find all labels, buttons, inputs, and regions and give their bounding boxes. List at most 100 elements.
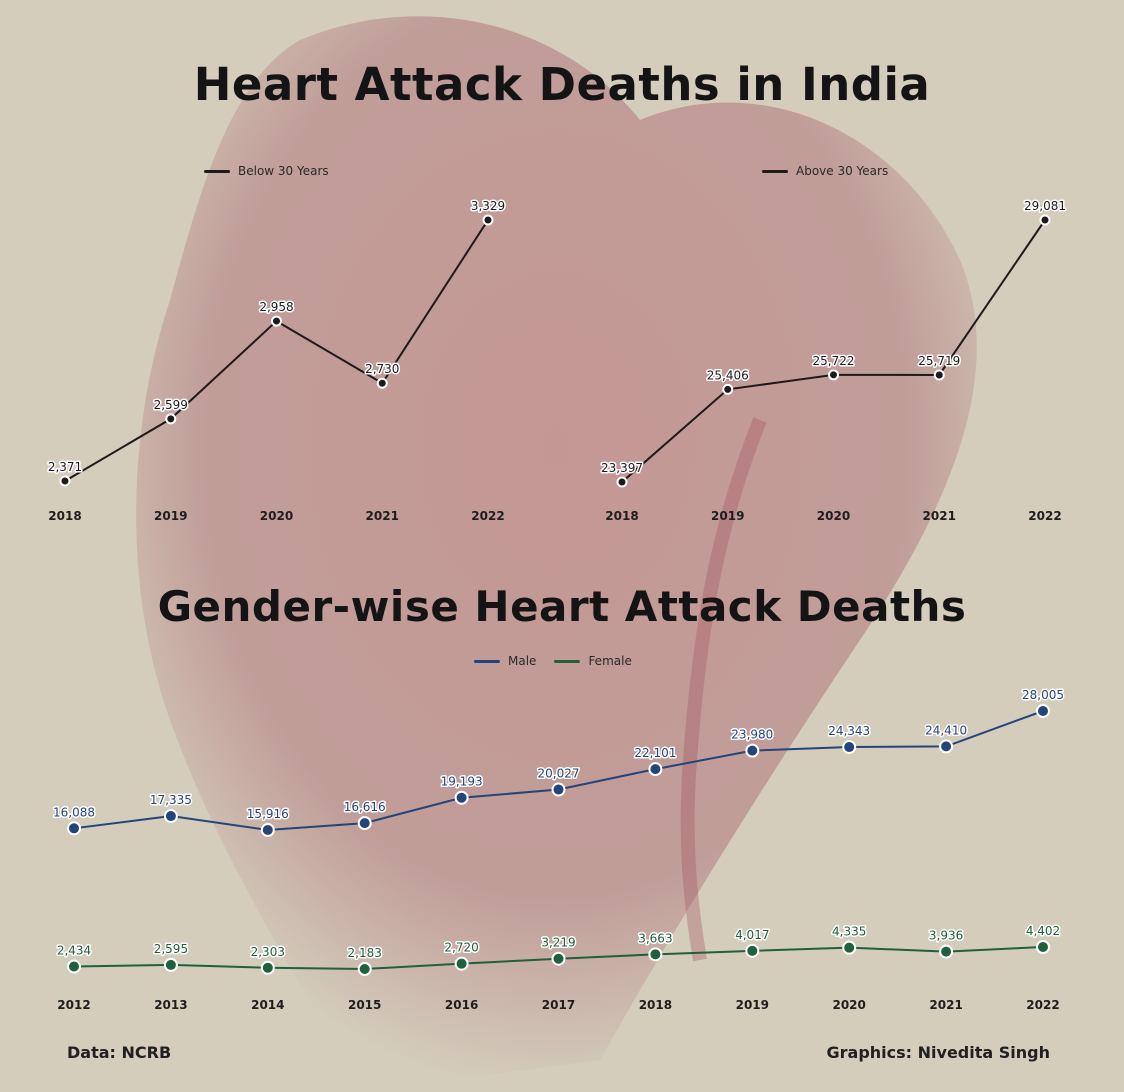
data-label: 3,219 bbox=[541, 936, 575, 950]
data-label: 2,599 bbox=[154, 398, 188, 412]
data-point bbox=[67, 821, 81, 836]
data-point bbox=[165, 413, 177, 425]
data-point bbox=[163, 957, 178, 972]
legend-gender: Male Female bbox=[474, 654, 632, 668]
data-point bbox=[648, 762, 663, 777]
x-tick-label: 2021 bbox=[923, 509, 956, 523]
main-title: Heart Attack Deaths in India bbox=[193, 58, 931, 111]
data-label: 2,958 bbox=[259, 300, 293, 314]
x-tick-label: 2022 bbox=[1026, 998, 1059, 1012]
data-point bbox=[551, 782, 566, 797]
data-label: 4,402 bbox=[1026, 924, 1060, 938]
data-point bbox=[1036, 940, 1050, 954]
x-tick-label: 2018 bbox=[48, 509, 81, 523]
x-tick-label: 2019 bbox=[154, 509, 187, 523]
data-point bbox=[454, 790, 469, 805]
chart-above-30: 2018 2019 2020 2021 2022 23,397 25,406 25,722 25… bbox=[600, 198, 1068, 524]
data-point bbox=[722, 383, 734, 395]
data-point bbox=[616, 476, 628, 488]
data-label: 17,335 bbox=[150, 793, 192, 807]
heart-shape bbox=[136, 16, 977, 1092]
legend-swatch-male bbox=[474, 659, 500, 663]
data-point bbox=[842, 740, 857, 755]
data-label: 2,720 bbox=[444, 941, 478, 955]
legend-label-below-30: Below 30 Years bbox=[238, 164, 329, 178]
x-tick-label: 2015 bbox=[348, 998, 381, 1012]
data-point bbox=[260, 960, 275, 975]
data-point bbox=[482, 214, 494, 226]
chart-below-30: 2018 2019 2020 2021 2022 2,371 2,599 2,958 2,730… bbox=[46, 198, 506, 524]
data-point bbox=[939, 739, 954, 754]
data-point bbox=[933, 369, 945, 381]
data-label: 2,371 bbox=[48, 460, 82, 474]
data-point bbox=[271, 315, 282, 327]
legend-swatch-below-30 bbox=[204, 169, 230, 173]
data-label: 29,081 bbox=[1024, 199, 1066, 213]
data-point bbox=[745, 743, 760, 758]
data-label: 22,101 bbox=[634, 746, 676, 760]
data-label: 24,410 bbox=[925, 723, 967, 737]
series-line bbox=[64, 219, 489, 482]
data-label: 3,329 bbox=[471, 199, 505, 213]
legend-label-male: Male bbox=[508, 654, 537, 668]
data-label: 4,335 bbox=[832, 925, 866, 939]
x-tick-label: 2014 bbox=[251, 998, 284, 1012]
data-label: 23,980 bbox=[731, 728, 773, 742]
data-label: 2,183 bbox=[348, 946, 382, 960]
data-point bbox=[648, 947, 663, 962]
gender-chart-title: Gender-wise Heart Attack Deaths bbox=[157, 582, 967, 631]
series-line bbox=[621, 219, 1046, 483]
x-tick-label: 2020 bbox=[817, 509, 850, 523]
data-point bbox=[376, 377, 388, 389]
legend-above-30: Above 30 Years bbox=[762, 164, 888, 178]
data-label: 23,397 bbox=[601, 461, 643, 475]
legend-label-above-30: Above 30 Years bbox=[796, 164, 889, 178]
x-tick-label: 2019 bbox=[736, 998, 769, 1012]
data-point bbox=[260, 823, 275, 837]
x-tick-label: 2019 bbox=[711, 509, 744, 523]
data-label: 15,916 bbox=[247, 807, 289, 821]
data-point bbox=[67, 959, 81, 974]
data-label: 19,193 bbox=[441, 775, 483, 789]
x-tick-label: 2013 bbox=[154, 998, 187, 1012]
data-label: 2,595 bbox=[154, 942, 188, 956]
x-tick-label: 2016 bbox=[445, 998, 478, 1012]
chart-gender: 2012 2013 2014 2015 2016 2017 2018 2019 2020 2021… bbox=[52, 687, 1066, 1013]
data-label: 28,005 bbox=[1022, 688, 1064, 702]
x-tick-label: 2021 bbox=[366, 509, 399, 523]
data-label: 25,719 bbox=[918, 354, 960, 368]
data-label: 2,730 bbox=[365, 362, 399, 376]
data-point bbox=[1039, 214, 1051, 226]
graphics-credit: Graphics: Nivedita Singh bbox=[826, 1043, 1050, 1062]
data-point bbox=[828, 369, 839, 381]
heart-vessel bbox=[680, 417, 767, 962]
data-point bbox=[1036, 704, 1050, 718]
legend-swatch-above-30 bbox=[762, 169, 788, 173]
x-tick-label: 2021 bbox=[929, 998, 962, 1012]
data-label: 20,027 bbox=[538, 767, 580, 781]
data-label: 25,722 bbox=[813, 354, 855, 368]
data-point bbox=[59, 475, 71, 487]
data-label: 24,343 bbox=[828, 724, 870, 738]
x-tick-label: 2022 bbox=[471, 509, 504, 523]
data-label: 16,616 bbox=[344, 800, 386, 814]
x-tick-label: 2018 bbox=[605, 509, 638, 523]
data-point bbox=[357, 816, 372, 831]
legend-swatch-female bbox=[554, 659, 581, 663]
data-point bbox=[551, 951, 566, 966]
x-tick-label: 2020 bbox=[832, 998, 865, 1012]
x-tick-label: 2018 bbox=[639, 998, 672, 1012]
data-label: 2,303 bbox=[251, 945, 285, 959]
x-tick-label: 2022 bbox=[1028, 509, 1061, 523]
data-label: 4,017 bbox=[735, 928, 769, 942]
legend-label-female: Female bbox=[588, 654, 632, 668]
data-label: 3,936 bbox=[929, 929, 963, 943]
data-point bbox=[357, 962, 372, 976]
data-label: 25,406 bbox=[707, 368, 749, 382]
data-point bbox=[842, 940, 857, 955]
data-label: 3,663 bbox=[638, 931, 672, 945]
data-label: 2,434 bbox=[57, 944, 91, 958]
legend-below-30: Below 30 Years bbox=[204, 164, 329, 178]
